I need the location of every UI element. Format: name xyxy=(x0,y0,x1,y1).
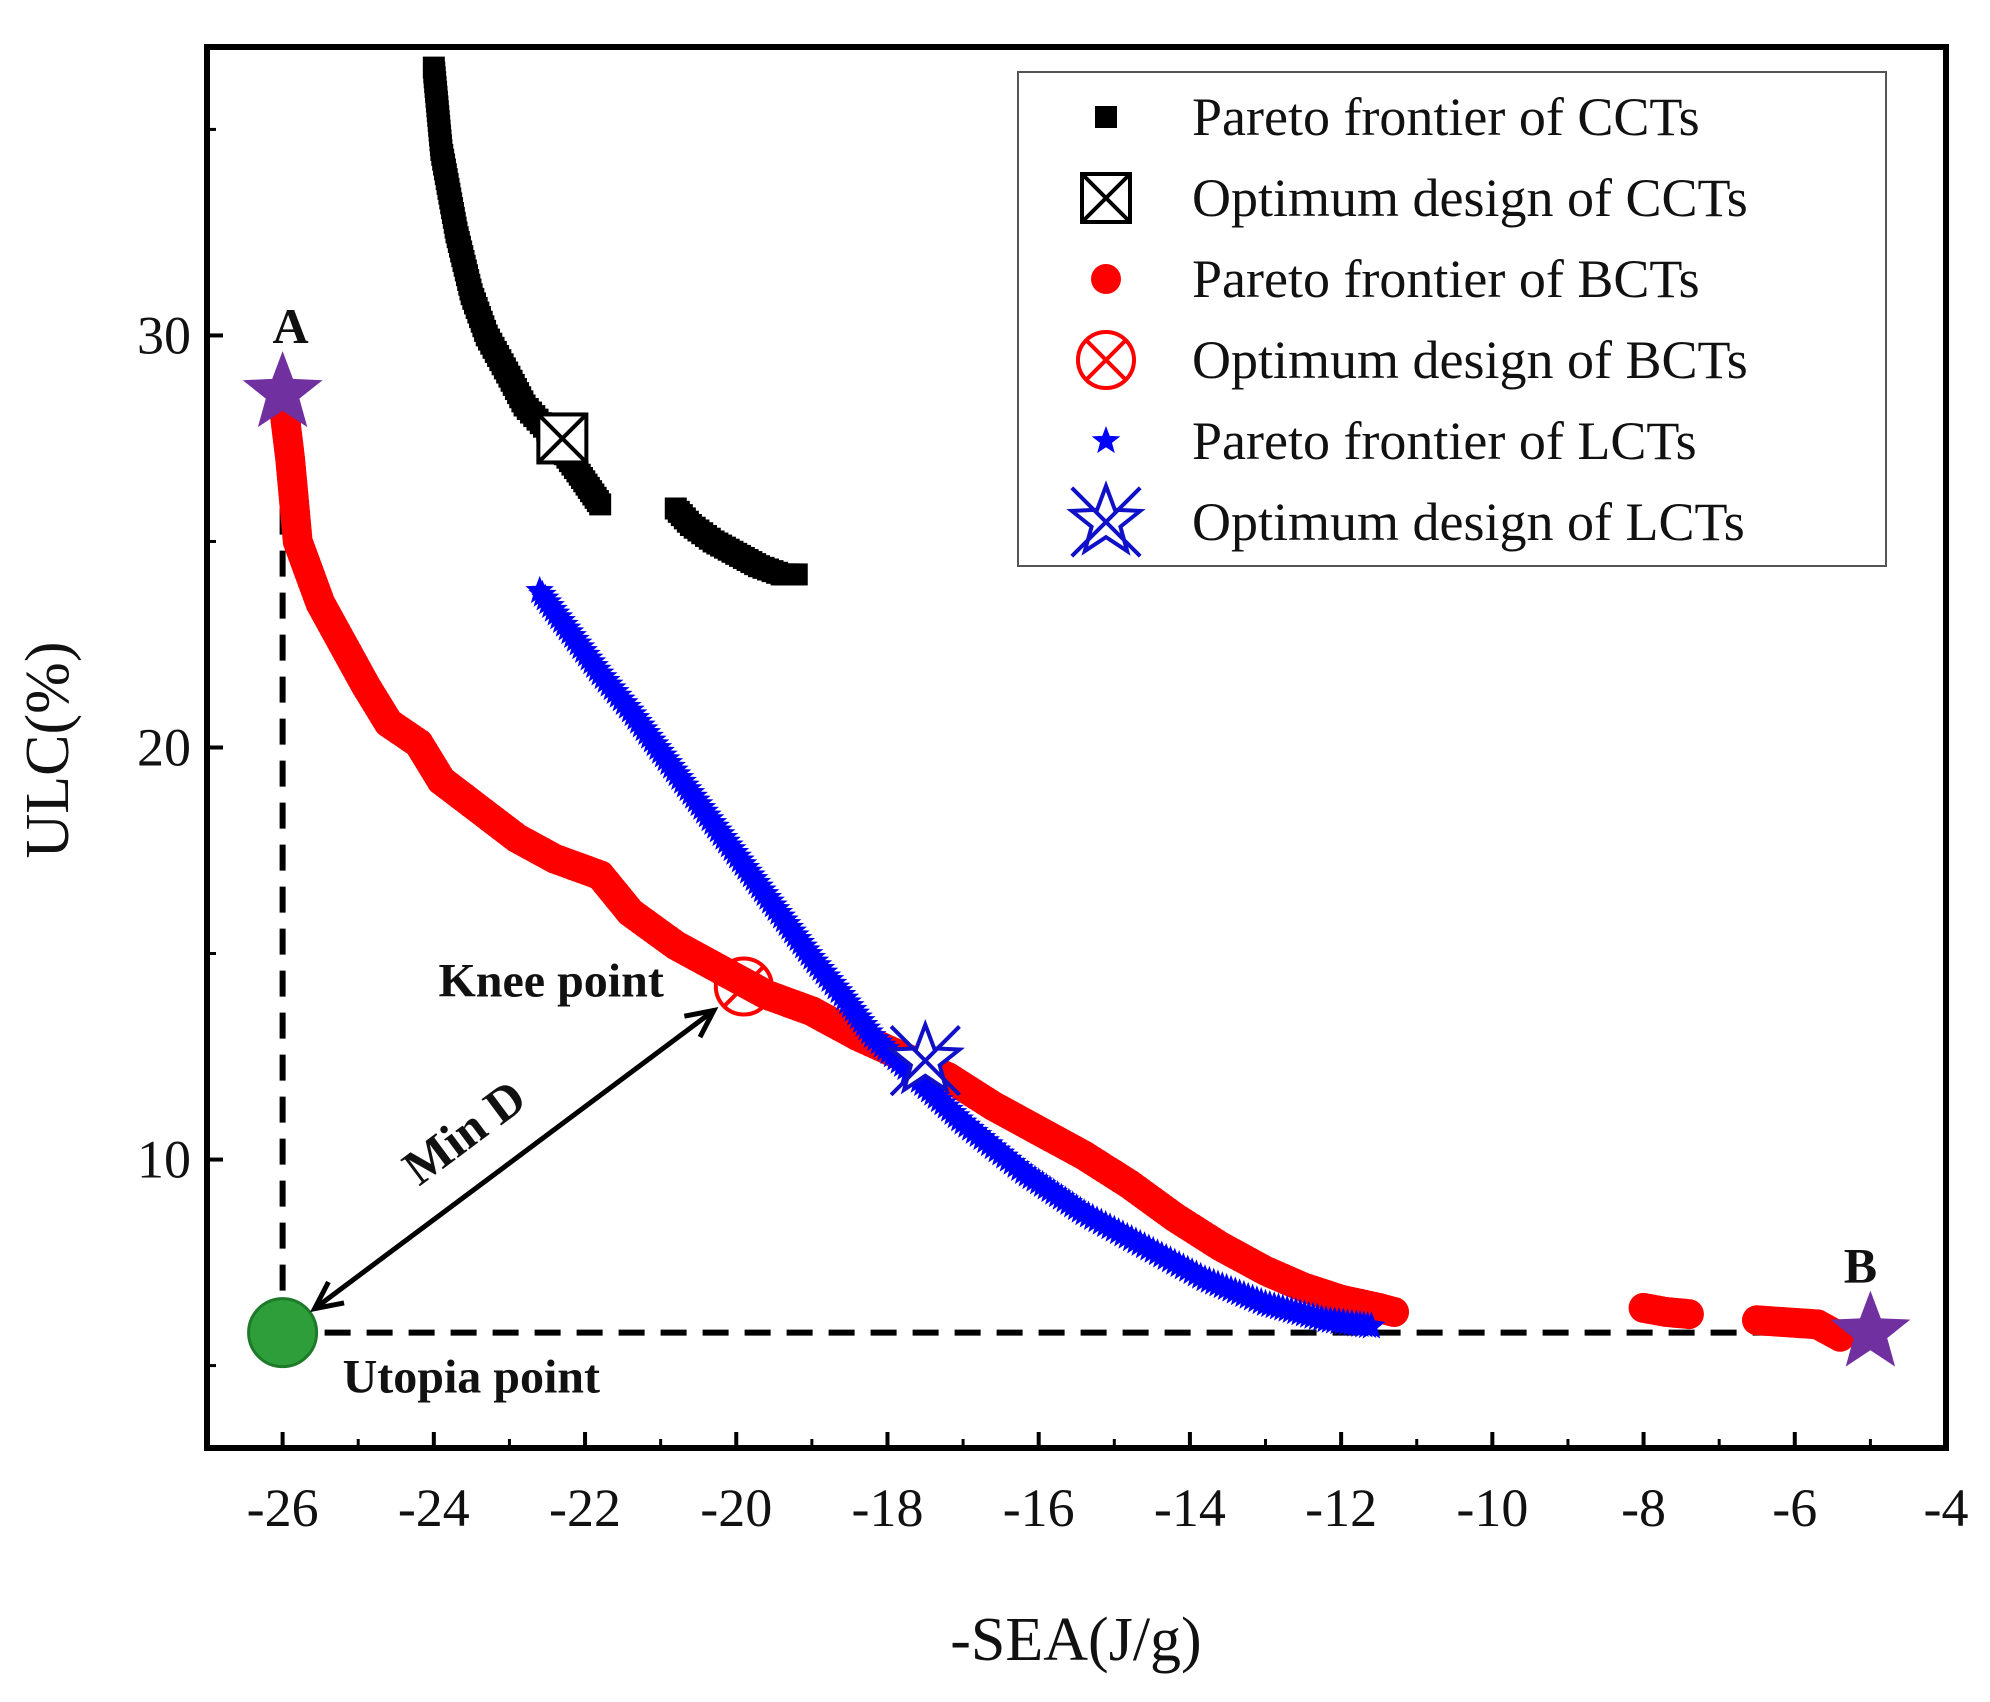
y-tick-label: 10 xyxy=(137,1130,191,1190)
reference-lines xyxy=(279,417,1871,1336)
x-tick-label: -26 xyxy=(247,1478,319,1538)
x-tick-label: -10 xyxy=(1456,1478,1528,1538)
legend-entry: Pareto frontier of BCTs xyxy=(1091,249,1700,309)
special-points: A B Utopia point xyxy=(242,298,1911,1404)
utopia-point-marker xyxy=(247,1297,319,1369)
x-tick-label: -18 xyxy=(851,1478,923,1538)
x-tick-label: -14 xyxy=(1154,1478,1226,1538)
optimum-marker-bcts xyxy=(713,956,774,1017)
legend-entry: Optimum design of LCTs xyxy=(1066,480,1745,558)
y-tick-label: 20 xyxy=(137,718,191,778)
optimum-designs xyxy=(536,412,965,1097)
legend-label: Optimum design of LCTs xyxy=(1192,492,1745,552)
data-point xyxy=(1379,1297,1410,1328)
plot-area: A B Utopia point Knee point Min D xyxy=(242,56,1911,1404)
x-tick-label: -22 xyxy=(549,1478,621,1538)
x-tick-label: -24 xyxy=(398,1478,470,1538)
legend-marker xyxy=(1066,480,1146,558)
series-pareto-lcts xyxy=(525,575,1386,1339)
legend-marker xyxy=(1091,264,1121,294)
axis-tick-labels: -26 -24 -22 -20 -18 -16 -14 -12 -10 -8 -6 -4 10 20 30 xyxy=(137,305,1968,1538)
data-point xyxy=(785,563,808,586)
y-axis-label: ULC(%) xyxy=(14,642,82,859)
series-pareto-ccts xyxy=(422,56,808,586)
x-axis-label: -SEA(J/g) xyxy=(950,1606,1201,1674)
optimum-marker-lcts xyxy=(885,1019,965,1097)
x-tick-label: -6 xyxy=(1772,1478,1817,1538)
optimum-marker-ccts xyxy=(536,412,589,465)
legend-marker xyxy=(1095,106,1117,128)
utopia-point-label: Utopia point xyxy=(343,1351,600,1404)
point-a-marker xyxy=(242,351,323,428)
data-point xyxy=(1357,1311,1386,1339)
legend-label: Pareto frontier of CCTs xyxy=(1192,87,1700,147)
x-tick-label: -8 xyxy=(1621,1478,1666,1538)
legend-marker xyxy=(1076,330,1136,390)
min-d-label: Min D xyxy=(392,1068,536,1195)
legend-entry: Optimum design of BCTs xyxy=(1076,330,1748,390)
data-point xyxy=(589,493,612,516)
legend: Pareto frontier of CCTs Optimum design of… xyxy=(1017,71,1887,567)
legend-marker xyxy=(1080,172,1132,224)
legend-marker xyxy=(1091,426,1121,454)
axis-ticks xyxy=(205,127,1948,1448)
min-d-arrow xyxy=(310,1007,719,1313)
series-pareto-bcts xyxy=(267,382,1856,1352)
x-tick-label: -12 xyxy=(1305,1478,1377,1538)
data-point xyxy=(1673,1299,1704,1330)
legend-label: Optimum design of BCTs xyxy=(1192,330,1748,390)
x-tick-label: -16 xyxy=(1003,1478,1075,1538)
y-tick-label: 30 xyxy=(137,305,191,365)
point-b-marker xyxy=(1830,1290,1911,1367)
annotations: Knee point Min D xyxy=(310,954,719,1313)
x-tick-label: -4 xyxy=(1924,1478,1969,1538)
point-a-label: A xyxy=(273,298,309,354)
legend-entry: Pareto frontier of CCTs xyxy=(1095,87,1700,147)
legend-label: Pareto frontier of LCTs xyxy=(1192,411,1697,471)
legend-box xyxy=(1017,71,1887,567)
legend-label: Pareto frontier of BCTs xyxy=(1192,249,1700,309)
x-tick-label: -20 xyxy=(700,1478,772,1538)
knee-point-label: Knee point xyxy=(438,954,663,1007)
legend-entry: Optimum design of CCTs xyxy=(1080,168,1748,228)
legend-label: Optimum design of CCTs xyxy=(1192,168,1748,228)
legend-entry: Pareto frontier of LCTs xyxy=(1091,411,1697,471)
point-b-label: B xyxy=(1844,1238,1877,1294)
